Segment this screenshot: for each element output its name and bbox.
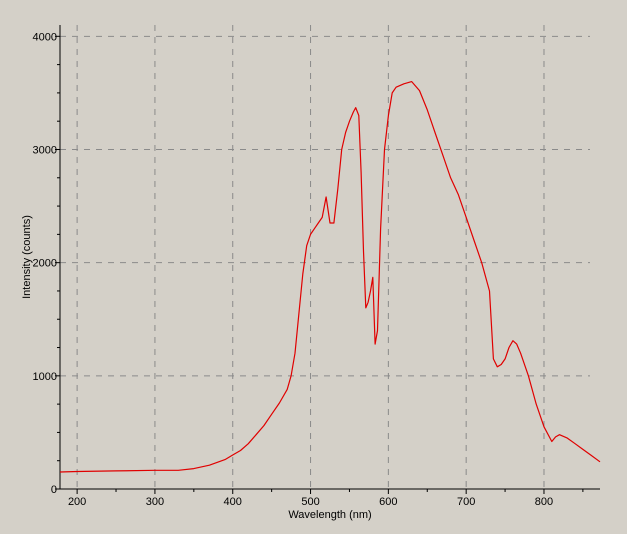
ticks [55, 35, 584, 494]
y-axis-title: Intensity (counts) [21, 215, 33, 299]
x-tick-label: 200 [68, 496, 86, 508]
spectrum-line [59, 80, 601, 473]
grid [60, 25, 590, 489]
y-tick-label: 1000 [33, 371, 57, 383]
x-tick-label: 400 [224, 496, 242, 508]
x-tick-label: 500 [301, 496, 319, 508]
x-tick-label: 300 [146, 496, 164, 508]
x-tick-label: 700 [457, 496, 475, 508]
y-tick-label: 3000 [33, 144, 57, 156]
axes [59, 25, 600, 490]
x-axis-title: Wavelength (nm) [288, 509, 371, 521]
x-tick-label: 800 [535, 496, 553, 508]
series [59, 80, 601, 473]
tick-labels: 200 300 400 500 600 700 800 0 1000 2000 3000 4000 [33, 31, 554, 508]
y-tick-label: 0 [51, 484, 57, 496]
x-tick-label: 600 [379, 496, 397, 508]
y-tick-label: 2000 [33, 258, 57, 270]
y-tick-label: 4000 [33, 31, 57, 43]
